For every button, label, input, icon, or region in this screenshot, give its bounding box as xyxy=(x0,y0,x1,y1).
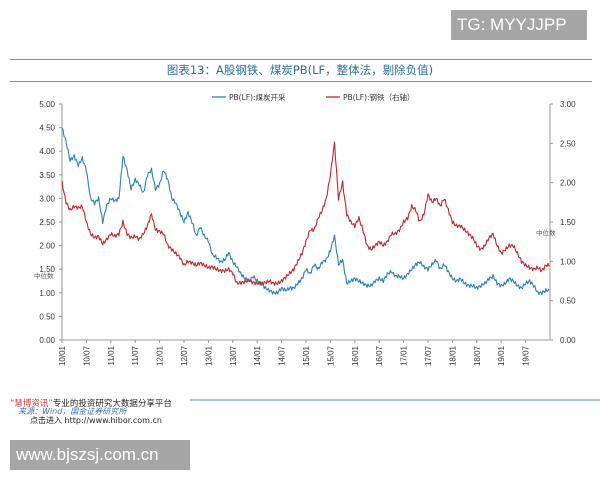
x-tick-label: 14/07 xyxy=(278,345,287,366)
x-tick-label: 17/01 xyxy=(400,345,409,366)
x-tick-label: 16/07 xyxy=(375,345,384,366)
x-tick-label: 18/07 xyxy=(473,345,482,366)
x-tick-label: 15/01 xyxy=(302,345,311,366)
footer-brand: “慧博资讯” xyxy=(10,399,53,409)
x-tick-label: 19/07 xyxy=(522,345,531,366)
x-tick-label: 19/01 xyxy=(497,345,506,366)
watermark-top: TG: MYYJJPP xyxy=(451,10,587,40)
right-tick-label: 2.50 xyxy=(560,139,576,148)
footer-platform-text: 专业的投资研究大数据分享平台 xyxy=(52,399,172,409)
footer-rule xyxy=(190,399,600,401)
x-tick-label: 10/07 xyxy=(82,345,91,366)
left-tick-label: 1.50 xyxy=(39,265,55,274)
left-tick-label: 2.50 xyxy=(39,218,55,227)
right-tick-label: 0.00 xyxy=(560,336,576,345)
x-tick-label: 15/07 xyxy=(326,345,335,366)
plot-lines xyxy=(61,127,550,296)
x-tick-label: 14/01 xyxy=(253,345,262,366)
footer-link[interactable]: 点击进入 http://www.hibor.com.cn xyxy=(30,416,162,425)
chart-title: 图表13：A股钢铁、煤炭PB(LF，整体法，剔除负值) xyxy=(166,63,434,77)
legend-label-coal: PB(LF):煤炭开采 xyxy=(229,92,286,102)
right-tick-label: 1.50 xyxy=(560,218,576,227)
footer-platform-line: “慧博资讯”专业的投资研究大数据分享平台 xyxy=(10,397,172,409)
series-line-steel xyxy=(61,141,550,286)
title-rule-bottom xyxy=(10,81,592,82)
right-tick-label: 1.00 xyxy=(560,257,576,266)
x-tick-label: 18/01 xyxy=(448,345,457,366)
left-tick-label: 4.50 xyxy=(39,124,55,133)
series-line-coal xyxy=(61,127,550,296)
left-tick-label: 5.00 xyxy=(39,100,55,109)
x-tick-label: 11/07 xyxy=(131,345,140,365)
x-tick-label: 13/07 xyxy=(229,345,238,366)
legend: PB(LF):煤炭开采 PB(LF):钢铁（右轴） xyxy=(212,92,415,102)
legend-label-steel: PB(LF):钢铁（右轴） xyxy=(343,92,415,102)
left-tick-label: 1.00 xyxy=(39,289,55,298)
watermark-bottom: www.bjszsj.com.cn xyxy=(10,440,190,470)
right-tick-label: 3.00 xyxy=(560,100,576,109)
right-tick-label: 2.00 xyxy=(560,179,576,188)
x-tick-label: 17/07 xyxy=(424,345,433,366)
x-tick-label: 12/01 xyxy=(156,345,165,366)
axes: 0.00 0.50 1.00 1.50 2.00 2.50 3.00 3.50 4.00 4.50… xyxy=(39,100,576,366)
left-tick-label: 4.00 xyxy=(39,147,55,156)
chart: PB(LF):煤炭开采 PB(LF):钢铁（右轴） 0.00 0.50 1.00 1.… xyxy=(34,92,576,366)
left-tick-label: 3.00 xyxy=(39,194,55,203)
x-tick-label: 16/01 xyxy=(351,345,360,366)
x-tick-label: 10/01 xyxy=(58,345,67,366)
footer-source: 来源：Wind，国金证券研究所 xyxy=(18,407,127,416)
left-tick-label: 2.00 xyxy=(39,242,55,251)
x-tick-label: 11/01 xyxy=(107,345,116,365)
x-tick-label: 12/07 xyxy=(180,345,189,366)
left-tick-label: 3.50 xyxy=(39,171,55,180)
left-tick-label: 0.50 xyxy=(39,312,55,321)
title-rule-top xyxy=(10,59,592,60)
median-label-left: 中位数 xyxy=(34,271,54,280)
right-tick-label: 0.50 xyxy=(560,297,576,306)
median-label-right: 中位数 xyxy=(536,228,556,237)
left-tick-label: 0.00 xyxy=(39,336,55,345)
x-tick-label: 13/01 xyxy=(204,345,213,366)
